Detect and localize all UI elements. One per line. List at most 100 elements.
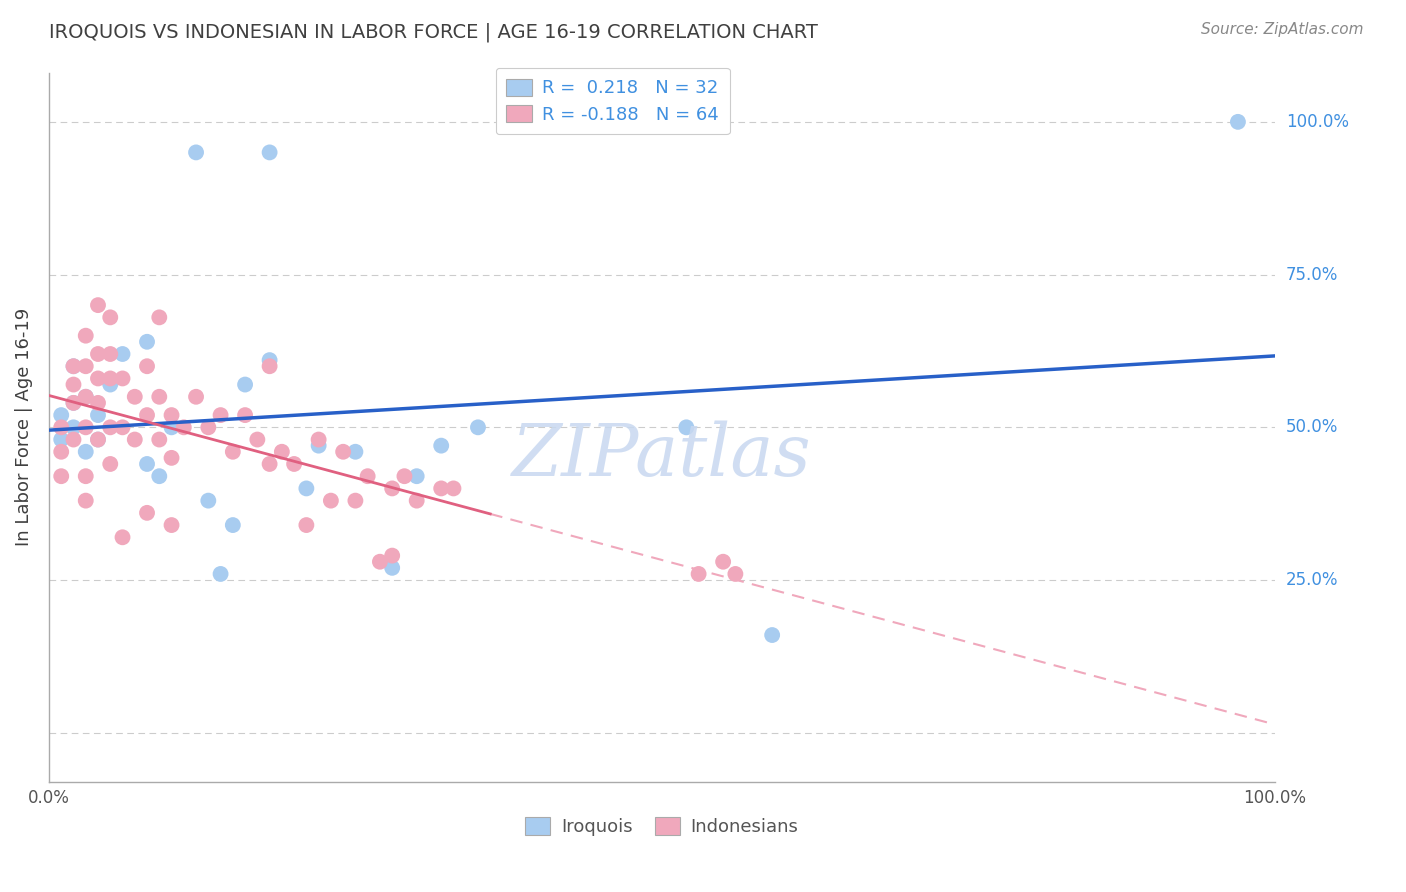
Point [148,390,170,404]
Point [160,450,183,465]
Point [259,457,281,471]
Point [62,396,84,410]
Text: 50.0%: 50.0% [1286,418,1339,436]
Point [136,334,159,349]
Point [111,347,134,361]
Point [62,377,84,392]
Point [87,433,110,447]
Point [87,433,110,447]
Point [124,390,146,404]
Point [75,469,97,483]
Point [160,408,183,422]
Point [430,482,453,496]
Point [136,506,159,520]
Point [87,298,110,312]
Point [308,433,330,447]
Point [233,408,256,422]
Point [98,420,121,434]
Point [111,371,134,385]
Point [724,566,747,581]
Point [136,457,159,471]
Point [51,408,73,422]
Point [160,420,183,434]
Point [62,396,84,410]
Legend: Iroquois, Indonesians: Iroquois, Indonesians [517,810,806,844]
Point [259,353,281,368]
Point [124,433,146,447]
Point [259,359,281,374]
Point [136,359,159,374]
Text: 100.0%: 100.0% [1286,113,1348,131]
Point [75,420,97,434]
Point [75,359,97,374]
Point [75,328,97,343]
Point [344,493,367,508]
Point [51,420,73,434]
Point [111,530,134,544]
Point [259,145,281,160]
Text: IROQUOIS VS INDONESIAN IN LABOR FORCE | AGE 16-19 CORRELATION CHART: IROQUOIS VS INDONESIAN IN LABOR FORCE | … [49,22,818,42]
Point [209,566,232,581]
Point [1226,115,1249,129]
Point [75,390,97,404]
Point [62,359,84,374]
Point [148,433,170,447]
Point [62,420,84,434]
Point [209,408,232,422]
Point [160,518,183,533]
Point [98,377,121,392]
Point [283,457,305,471]
Text: ZIPatlas: ZIPatlas [512,420,811,491]
Point [405,493,427,508]
Point [394,469,416,483]
Point [405,469,427,483]
Point [148,310,170,325]
Point [197,420,219,434]
Point [197,493,219,508]
Point [75,390,97,404]
Point [51,469,73,483]
Point [184,145,207,160]
Point [381,561,404,575]
Point [184,390,207,404]
Point [711,555,734,569]
Point [87,347,110,361]
Point [319,493,342,508]
Point [332,444,354,458]
Point [368,555,391,569]
Point [75,493,97,508]
Point [443,482,465,496]
Point [51,433,73,447]
Point [111,420,134,434]
Point [98,347,121,361]
Point [98,310,121,325]
Point [308,439,330,453]
Point [270,444,292,458]
Point [173,420,195,434]
Point [356,469,378,483]
Y-axis label: In Labor Force | Age 16-19: In Labor Force | Age 16-19 [15,309,32,547]
Point [98,371,121,385]
Point [295,518,318,533]
Point [222,518,245,533]
Point [148,469,170,483]
Point [675,420,697,434]
Point [75,444,97,458]
Point [62,359,84,374]
Point [246,433,269,447]
Point [295,482,318,496]
Point [467,420,489,434]
Point [381,549,404,563]
Point [688,566,710,581]
Point [430,439,453,453]
Point [51,444,73,458]
Text: 75.0%: 75.0% [1286,266,1339,284]
Point [381,482,404,496]
Point [87,396,110,410]
Point [233,377,256,392]
Text: Source: ZipAtlas.com: Source: ZipAtlas.com [1201,22,1364,37]
Text: 25.0%: 25.0% [1286,571,1339,589]
Point [761,628,783,642]
Point [87,371,110,385]
Point [87,408,110,422]
